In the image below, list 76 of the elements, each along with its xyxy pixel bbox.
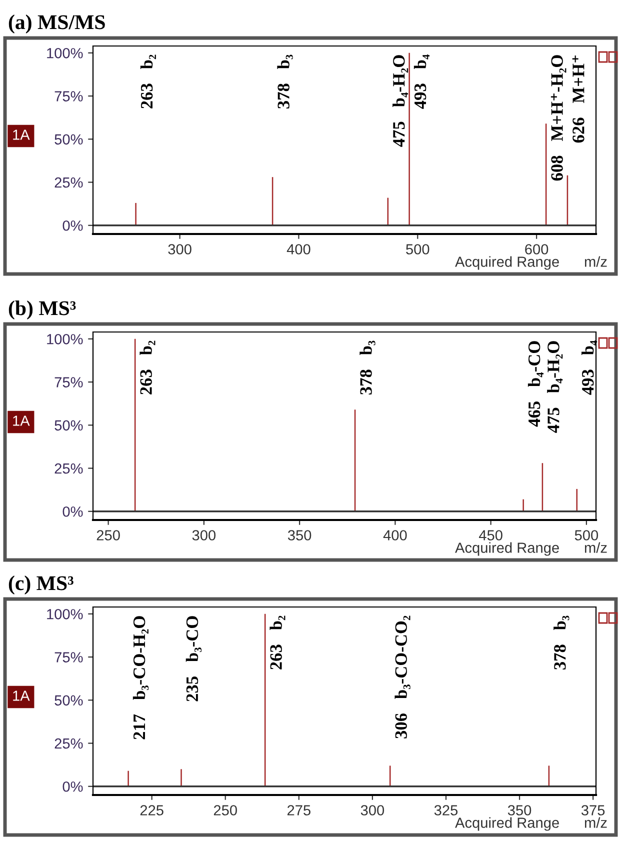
annotation: 263 — [140, 370, 152, 394]
x-tick-label: 500 — [406, 244, 430, 254]
annotation: 475 — [393, 122, 405, 147]
x-tick-label: 350 — [508, 805, 532, 816]
chart-title: (b) MS³ — [8, 300, 76, 320]
y-tick-label: 100% — [47, 334, 83, 344]
y-tick-label: 25% — [54, 738, 83, 749]
annotation: b₄-CO — [528, 341, 544, 387]
x-tick-label: 275 — [287, 805, 310, 816]
text: 1A — [13, 130, 30, 140]
x-tick-label: 600 — [525, 244, 548, 254]
x-tick-label: 300 — [192, 530, 216, 540]
x-tick-label: 225 — [140, 805, 164, 816]
x-tick-label: 300 — [168, 244, 192, 254]
x-tick-label: 325 — [434, 805, 458, 816]
annotation: b₃ — [360, 340, 376, 355]
annotation: b₃ — [554, 616, 570, 630]
annotation: 493 — [582, 370, 594, 395]
annotation: M+H⁺-H₂O — [550, 55, 566, 141]
text: 1A — [13, 690, 30, 701]
text: Acquired Range — [455, 542, 559, 556]
annotation: b₄-H₂O — [547, 341, 563, 393]
chart-title: (c) MS³ — [8, 576, 74, 594]
y-tick-label: 75% — [54, 377, 83, 388]
x-tick-label: 450 — [478, 530, 502, 540]
y-tick-label: 25% — [54, 463, 83, 474]
x-tick-label: 300 — [360, 805, 384, 816]
annotation: b₄ — [582, 340, 598, 355]
annotation: 475 — [548, 408, 560, 433]
annotation: 465 — [528, 402, 540, 427]
annotation: b₂ — [270, 616, 286, 630]
annotation: b₃-CO-H₂O — [132, 616, 149, 700]
y-tick-label: 75% — [54, 652, 83, 662]
annotation: b₄-H₂O — [392, 55, 408, 107]
x-tick-label: 250 — [214, 805, 237, 816]
x-tick-label: 375 — [581, 805, 605, 816]
y-tick-label: 0% — [62, 781, 83, 792]
annotation: 378 — [278, 84, 290, 108]
x-tick-label: 250 — [96, 530, 120, 540]
y-tick-label: 25% — [54, 177, 83, 188]
y-tick-label: 0% — [62, 220, 83, 231]
y-tick-label: 100% — [47, 609, 83, 620]
x-tick-label: 500 — [574, 530, 598, 540]
annotation: b₃ — [277, 54, 293, 69]
annotation: 378 — [360, 370, 372, 394]
annotation: 493 — [414, 84, 426, 109]
x-tick-label: 400 — [383, 530, 407, 540]
text: Acquired Range — [455, 817, 559, 831]
y-tick-label: 75% — [54, 91, 83, 102]
y-tick-label: 0% — [62, 506, 83, 517]
annotation: b₂ — [140, 340, 156, 355]
annotation: 608 — [551, 156, 563, 181]
annotation: 263 — [270, 644, 282, 670]
x-tick-label: 400 — [286, 244, 310, 254]
text: m/z — [584, 542, 607, 553]
chart-title: (a) MS/MS — [8, 14, 105, 34]
annotation: 235 — [186, 676, 198, 702]
annotation: 626 — [572, 118, 584, 143]
text: Acquired Range — [455, 256, 559, 270]
y-tick-label: 100% — [47, 48, 83, 58]
text: m/z — [584, 256, 607, 267]
text: m/z — [584, 817, 607, 828]
y-tick-label: 50% — [54, 134, 83, 145]
annotation: b₃-CO-CO₂ — [394, 616, 410, 699]
annotation: M+H⁺ — [572, 55, 584, 103]
annotation: b₃-CO — [186, 616, 202, 662]
annotation: 378 — [554, 644, 566, 670]
annotation: 306 — [395, 713, 407, 738]
y-tick-label: 50% — [54, 695, 83, 706]
text: 1A — [13, 416, 30, 426]
annotation: 263 — [140, 84, 153, 108]
annotation: 217 — [133, 714, 145, 740]
annotation: b₂ — [140, 54, 156, 69]
annotation: b₄ — [414, 54, 430, 69]
y-tick-label: 50% — [54, 420, 83, 431]
x-tick-label: 350 — [288, 530, 312, 540]
